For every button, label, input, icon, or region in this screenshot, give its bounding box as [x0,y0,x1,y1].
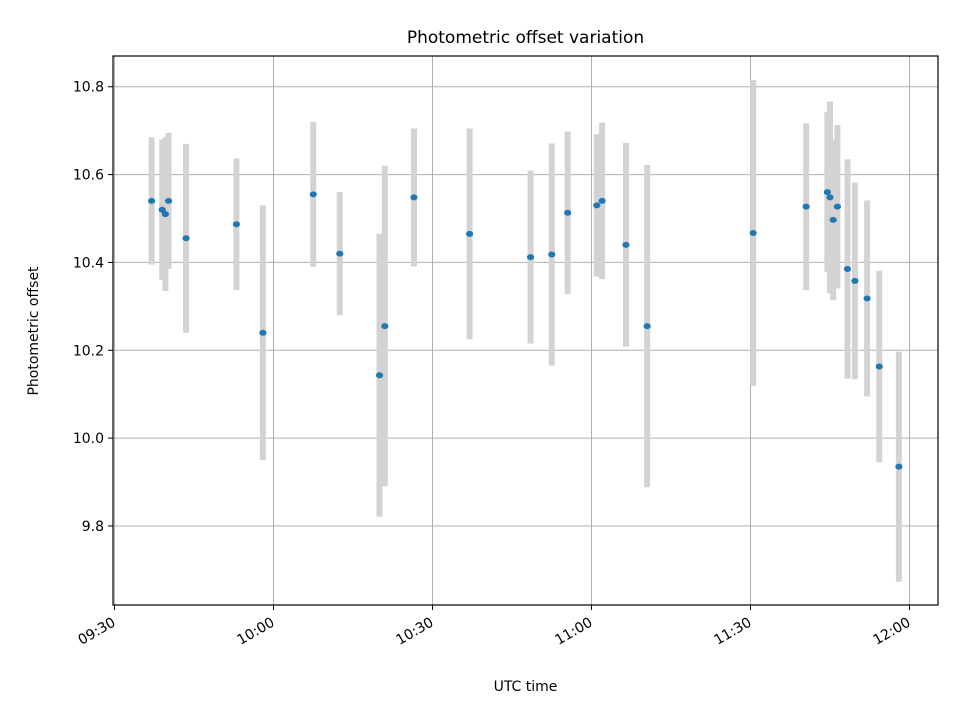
y-tick-label: 10.0 [73,431,104,447]
y-tick-label: 10.6 [73,168,104,184]
y-tick-label: 10.2 [73,343,104,359]
data-point [309,191,317,198]
data-point [826,194,834,201]
data-point [851,277,859,284]
data-point [564,209,572,216]
data-point [148,197,156,204]
data-point [158,206,166,213]
data-point [833,203,842,210]
y-tick-label: 9.8 [82,519,104,535]
chart-title: Photometric offset variation [407,28,644,48]
data-point [843,266,852,273]
data-point [802,203,810,210]
data-points [148,189,903,470]
data-point [375,372,384,379]
data-point [875,363,883,370]
data-point [863,295,871,302]
data-point [466,230,474,237]
y-axis-label: Photometric offset [26,266,42,396]
plot-frame [112,55,939,606]
data-point [232,221,240,228]
data-point [381,323,389,330]
data-point [526,254,535,261]
data-point [548,251,556,258]
data-point [622,241,630,248]
data-point [164,197,173,204]
data-point [593,202,601,209]
y-tick-label: 10.4 [73,255,104,271]
x-axis-label: UTC time [494,679,558,695]
data-point [259,329,267,336]
data-point [749,229,757,236]
data-point [182,235,190,242]
data-point [895,463,903,470]
data-point [336,250,344,257]
data-point [161,211,169,218]
data-point [643,323,651,330]
y-tick-label: 10.8 [73,80,104,96]
data-point [829,216,837,223]
data-point [410,194,418,201]
data-point [823,189,831,196]
data-point [598,197,606,204]
